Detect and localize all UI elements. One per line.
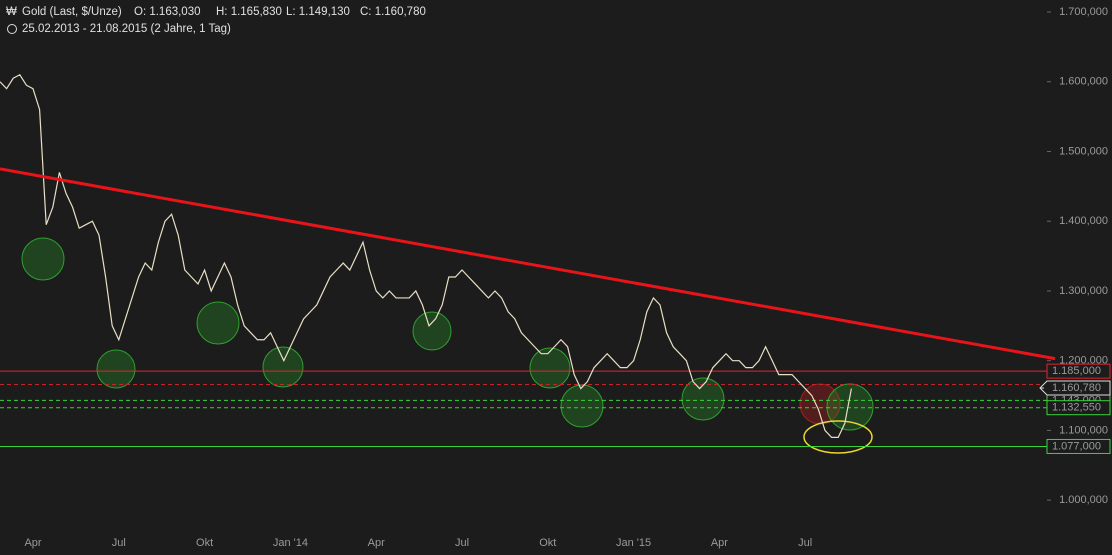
low: L: 1.149,130 (286, 6, 350, 18)
x-tick-label: Jan '15 (616, 537, 651, 549)
marker-circle (529, 347, 571, 389)
level-label: 1.077,000 (1052, 440, 1101, 452)
clock-icon (7, 24, 17, 34)
marker-circle (560, 384, 604, 428)
level-box (1046, 400, 1111, 416)
x-tick-label: Apr (24, 537, 41, 549)
marker-circle (262, 346, 304, 388)
marker-circle (196, 301, 240, 345)
level-label: 1.185,000 (1052, 365, 1101, 377)
x-tick-label: Apr (368, 537, 385, 549)
icon: ₩ (6, 6, 17, 18)
marker-circle (96, 349, 136, 389)
close: C: 1.160,780 (360, 6, 426, 18)
y-tick-label: 1.000,000 (1059, 494, 1108, 506)
last-label: 1.160,780 (1052, 382, 1101, 394)
x-tick-label: Okt (196, 537, 213, 549)
y-tick-label: 1.300,000 (1059, 285, 1108, 297)
y-tick-label: 1.700,000 (1059, 6, 1108, 18)
marker-circle (681, 377, 725, 421)
level-box (1046, 438, 1111, 454)
instrument: Gold (Last, $/Unze) (22, 6, 122, 18)
y-tick-label: 1.200,000 (1059, 355, 1108, 367)
x-tick-label: Apr (711, 537, 728, 549)
marker-ellipse (803, 420, 873, 454)
x-tick-label: Jul (455, 537, 469, 549)
date-range: 25.02.2013 - 21.08.2015 (2 Jahre, 1 Tag) (22, 23, 231, 35)
level-box (1046, 363, 1111, 379)
level-label: 1.132,550 (1052, 402, 1101, 414)
marker-circle (21, 237, 65, 281)
x-tick-label: Jan '14 (273, 537, 308, 549)
open: O: 1.163,030 (134, 6, 201, 18)
last-box (1039, 380, 1111, 396)
y-tick-label: 1.100,000 (1059, 424, 1108, 436)
high: H: 1.165,830 (216, 6, 282, 18)
price-line (0, 73, 852, 438)
marker-circle (412, 311, 452, 351)
header: ₩ Gold (Last, $/Unze) O: 1.163,030 H: 1.… (6, 6, 426, 35)
y-tick-label: 1.400,000 (1059, 215, 1108, 227)
y-tick-label: 1.600,000 (1059, 76, 1108, 88)
trend-line (0, 167, 1056, 361)
x-tick-label: Okt (539, 537, 556, 549)
marker-circle (826, 383, 874, 431)
x-tick-label: Jul (798, 537, 812, 549)
x-tick-label: Jul (112, 537, 126, 549)
y-tick-label: 1.500,000 (1059, 145, 1108, 157)
